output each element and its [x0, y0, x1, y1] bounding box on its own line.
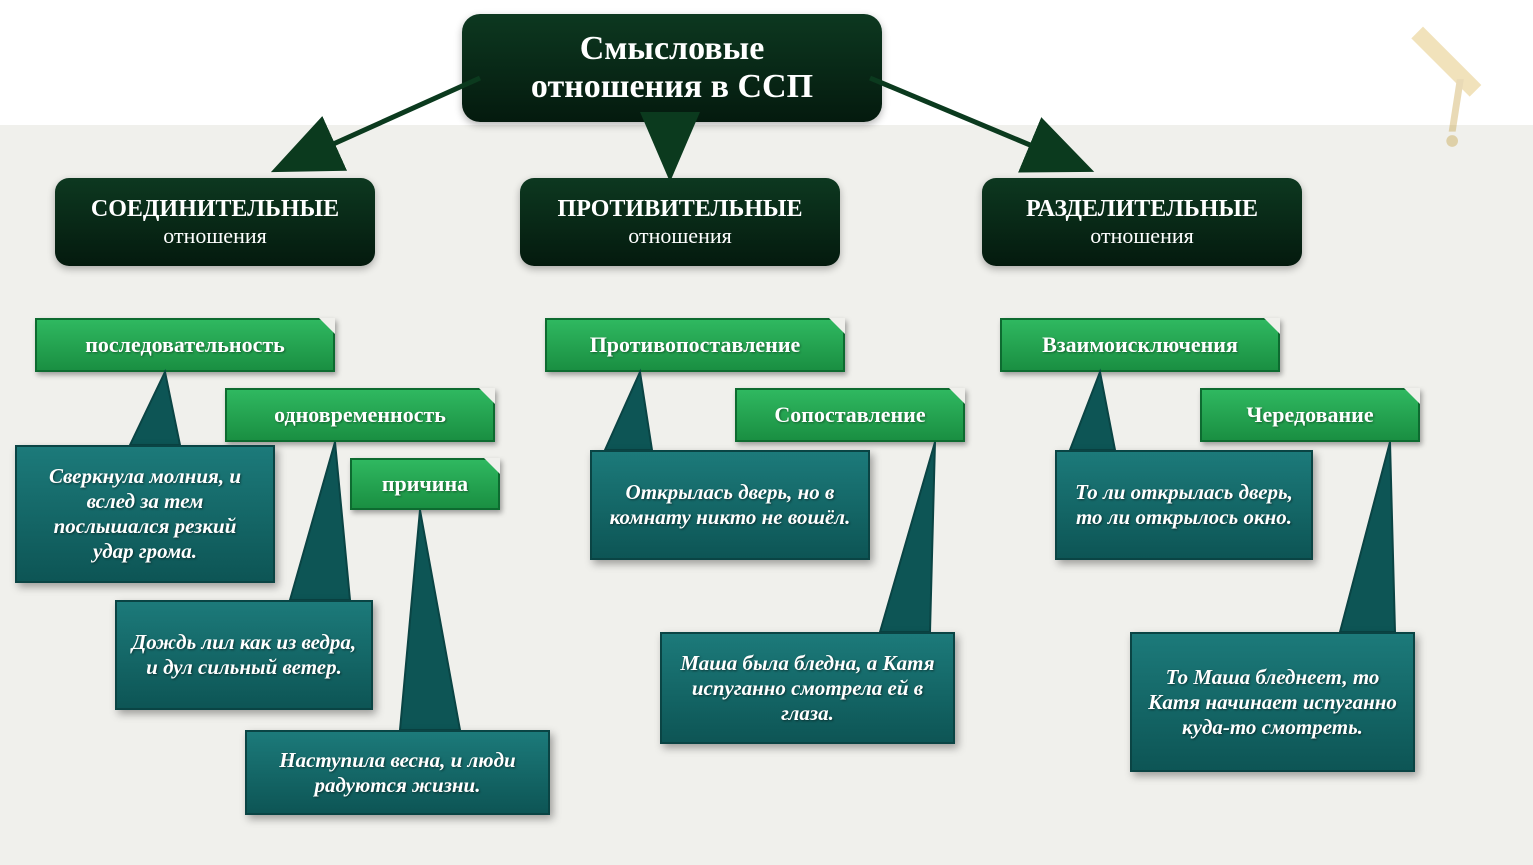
callout-tail [1070, 372, 1115, 450]
callout-box: Дождь лил как из ведра, и дул сильный ве… [115, 600, 373, 710]
callout-tail [880, 442, 935, 632]
callout-box: Маша была бледна, а Катя испуганно смотр… [660, 632, 955, 744]
callout-tail [130, 372, 180, 445]
callout-tail [290, 442, 350, 600]
callout-tail [400, 510, 460, 730]
callout-box: Сверкнула молния, и вслед за тем послыша… [15, 445, 275, 583]
callout-box: Открылась дверь, но в комнату никто не в… [590, 450, 870, 560]
callout-tail [1340, 442, 1395, 632]
callout-tail [605, 372, 652, 450]
callout-box: То Маша бледнеет, то Катя начинает испуг… [1130, 632, 1415, 772]
callout-box: Наступила весна, и люди радуются жизни. [245, 730, 550, 815]
callout-box: То ли открылась дверь, то ли открылось о… [1055, 450, 1313, 560]
